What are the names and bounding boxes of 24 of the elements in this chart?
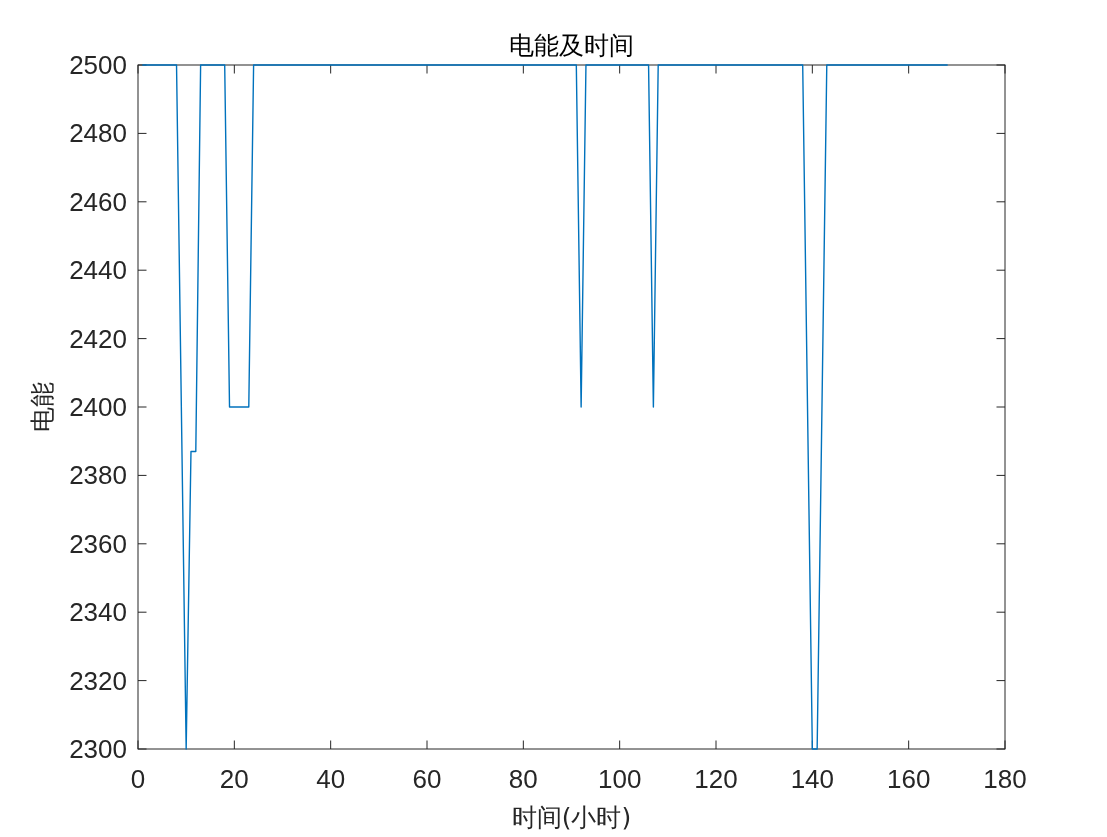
y-tick-label: 2360 [69,528,127,559]
y-tick-label: 2400 [69,392,127,422]
y-tick-label: 2480 [69,118,127,149]
y-tick-label: 2460 [69,186,127,217]
y-tick-label: 2320 [69,665,127,696]
x-tick-label: 0 [130,764,146,794]
x-tick-label: 120 [694,764,738,794]
x-tick-label: 60 [412,764,442,794]
x-tick-label: 40 [316,764,346,794]
xlabel: 时间(小时) [511,802,632,832]
x-tick-label: 160 [886,764,931,794]
ylabel: 电能 [27,382,57,432]
y-tick-label: 2340 [69,597,127,628]
y-tick-label: 2500 [69,50,127,80]
y-tick-label: 2380 [69,460,127,491]
x-tick-label: 180 [983,764,1027,794]
y-tick-label: 2440 [69,255,127,286]
title: 电能及时间 [509,30,634,60]
y-tick-label: 2300 [69,734,127,764]
x-tick-label: 20 [219,764,249,794]
x-tick-label: 140 [790,764,835,794]
x-tick-label: 100 [597,764,642,794]
y-tick-label: 2420 [69,323,127,354]
x-tick-label: 80 [508,764,538,794]
